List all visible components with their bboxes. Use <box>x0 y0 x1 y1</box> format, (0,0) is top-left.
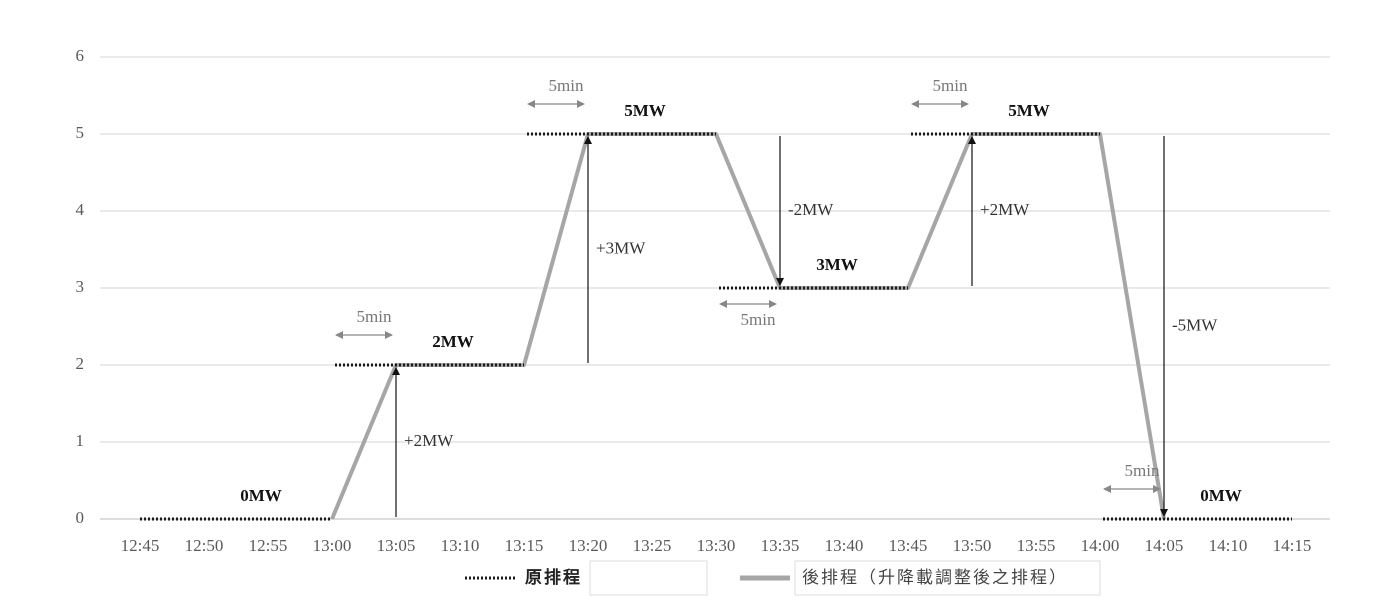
level-label: 0MW <box>240 486 282 505</box>
x-tick-label: 13:35 <box>761 536 800 555</box>
x-tick-label: 13:20 <box>569 536 608 555</box>
x-tick-label: 14:05 <box>1145 536 1184 555</box>
x-tick-label: 12:55 <box>249 536 288 555</box>
level-label: 5MW <box>1008 101 1050 120</box>
x-tick-label: 13:00 <box>313 536 352 555</box>
x-tick-label: 14:15 <box>1273 536 1312 555</box>
level-label: 0MW <box>1200 486 1242 505</box>
level-label: 3MW <box>816 255 858 274</box>
x-tick-label: 13:10 <box>441 536 480 555</box>
change-label: -5MW <box>1172 315 1218 334</box>
x-tick-label: 14:00 <box>1081 536 1120 555</box>
level-label: 5MW <box>624 101 666 120</box>
y-tick-label: 5 <box>76 123 85 142</box>
shift-label: 5min <box>933 76 968 95</box>
legend-label: 後排程（升降載調整後之排程） <box>802 568 1068 587</box>
x-tick-label: 13:40 <box>825 536 864 555</box>
shift-label: 5min <box>357 307 392 326</box>
change-label: +2MW <box>980 200 1030 219</box>
x-tick-label: 13:55 <box>1017 536 1056 555</box>
x-tick-label: 12:50 <box>185 536 224 555</box>
y-tick-label: 2 <box>76 354 85 373</box>
x-tick-label: 12:45 <box>121 536 160 555</box>
change-label: +2MW <box>404 431 454 450</box>
level-label: 2MW <box>432 332 474 351</box>
legend-box <box>794 560 1101 596</box>
x-tick-label: 13:30 <box>697 536 736 555</box>
x-tick-label: 14:10 <box>1209 536 1248 555</box>
y-tick-label: 1 <box>76 431 85 450</box>
y-tick-label: 0 <box>76 508 85 527</box>
legend: 原排程 後排程（升降載調整後之排程） <box>465 560 1101 596</box>
legend-label: 原排程 <box>525 567 582 587</box>
y-tick-label: 4 <box>76 200 85 219</box>
shift-label: 5min <box>1125 461 1160 480</box>
x-tick-label: 13:50 <box>953 536 992 555</box>
x-tick-label: 13:45 <box>889 536 928 555</box>
legend-box <box>589 560 708 596</box>
x-tick-label: 13:25 <box>633 536 672 555</box>
y-tick-label: 3 <box>76 277 85 296</box>
change-label: -2MW <box>788 200 834 219</box>
x-tick-label: 13:05 <box>377 536 416 555</box>
y-tick-label: 6 <box>76 46 85 65</box>
shift-label: 5min <box>549 76 584 95</box>
shift-label: 5min <box>741 310 776 329</box>
change-label: +3MW <box>596 238 646 257</box>
x-tick-label: 13:15 <box>505 536 544 555</box>
